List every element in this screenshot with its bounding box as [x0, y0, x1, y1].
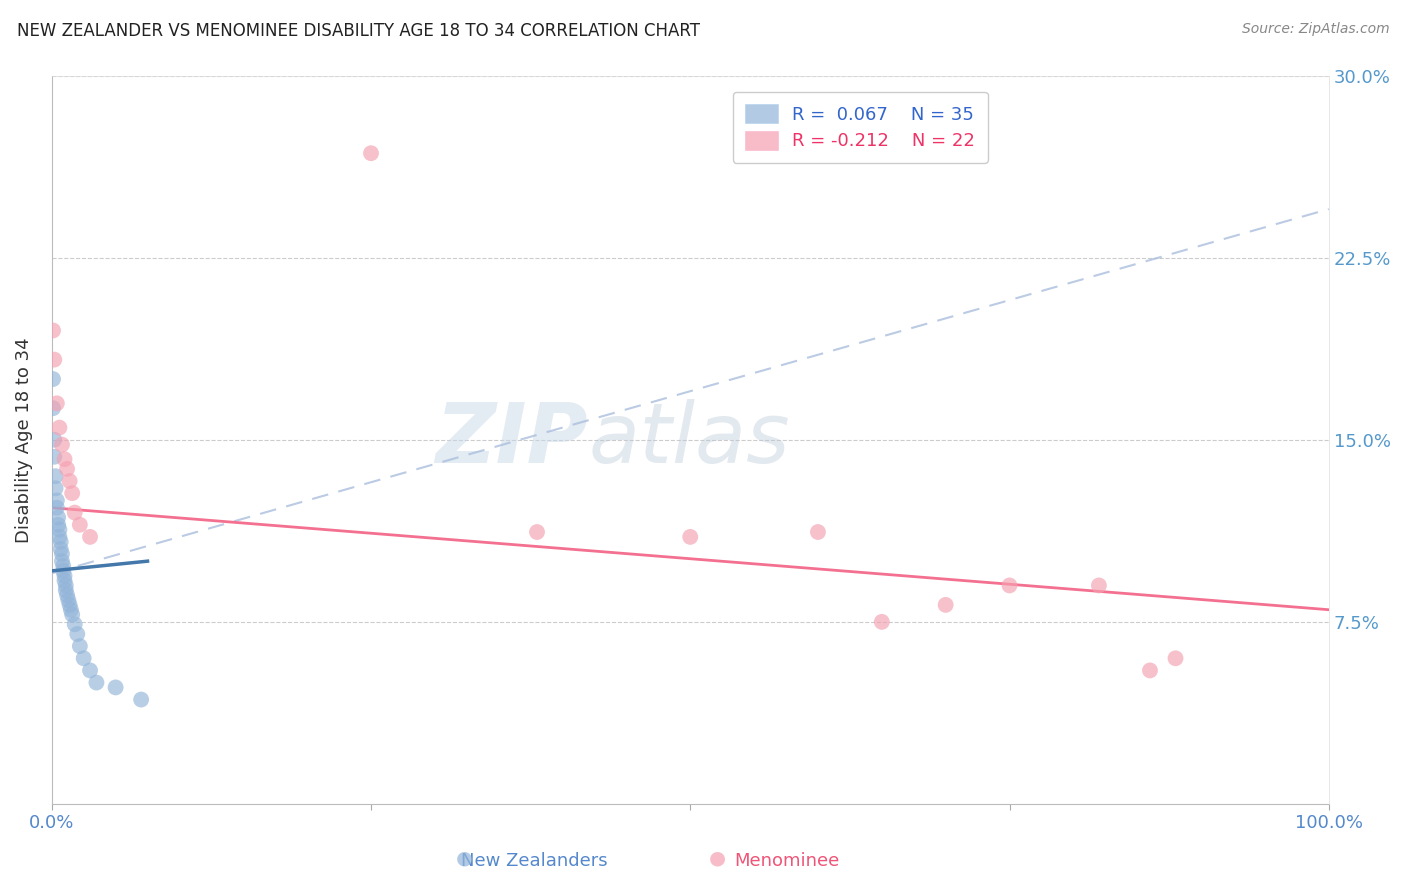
Point: [55, 578, 77, 592]
Text: Source: ZipAtlas.com: Source: ZipAtlas.com: [1241, 22, 1389, 37]
Point: [935, 598, 957, 612]
Point: [807, 524, 830, 539]
Text: New Zealanders: New Zealanders: [461, 852, 607, 870]
Point: [69, 639, 91, 653]
Point: [48, 530, 70, 544]
Point: [42, 372, 65, 386]
Point: [44, 433, 66, 447]
Point: [51, 554, 73, 568]
Text: ZIP: ZIP: [436, 400, 588, 480]
Point: [1088, 578, 1111, 592]
Point: [69, 517, 91, 532]
Point: [73, 651, 96, 665]
Text: atlas: atlas: [588, 400, 790, 480]
Text: Menominee: Menominee: [735, 852, 839, 870]
Point: [45, 493, 67, 508]
Point: [45, 469, 67, 483]
Point: [51, 437, 73, 451]
Point: [679, 530, 702, 544]
Point: [63, 617, 86, 632]
Point: [44, 450, 66, 464]
Point: [55, 583, 77, 598]
Point: [360, 146, 382, 161]
Point: [52, 559, 75, 574]
Point: [60, 607, 83, 622]
Point: [59, 598, 82, 612]
Point: [49, 534, 72, 549]
Point: [1139, 664, 1161, 678]
Point: [44, 352, 66, 367]
Point: [53, 574, 76, 588]
Point: [58, 593, 80, 607]
Point: [42, 401, 65, 416]
Text: ●: ●: [456, 848, 472, 867]
Point: [56, 588, 79, 602]
Point: [48, 420, 70, 434]
Point: [49, 541, 72, 556]
Text: ●: ●: [709, 848, 725, 867]
Point: [129, 692, 152, 706]
Point: [79, 530, 101, 544]
Point: [51, 547, 73, 561]
Point: [1164, 651, 1187, 665]
Point: [60, 486, 83, 500]
Point: [45, 396, 67, 410]
Point: [63, 506, 86, 520]
Point: [48, 523, 70, 537]
Point: [526, 524, 548, 539]
Point: [79, 664, 101, 678]
Point: [998, 578, 1021, 592]
Point: [45, 500, 67, 515]
Point: [46, 517, 69, 532]
Point: [104, 681, 127, 695]
Point: [46, 510, 69, 524]
Point: [42, 323, 65, 337]
Legend: R =  0.067    N = 35, R = -0.212    N = 22: R = 0.067 N = 35, R = -0.212 N = 22: [733, 92, 987, 163]
Point: [870, 615, 893, 629]
Point: [59, 603, 82, 617]
Point: [45, 481, 67, 495]
Point: [56, 462, 79, 476]
Y-axis label: Disability Age 18 to 34: Disability Age 18 to 34: [15, 337, 32, 542]
Point: [66, 627, 89, 641]
Point: [53, 568, 76, 582]
Text: NEW ZEALANDER VS MENOMINEE DISABILITY AGE 18 TO 34 CORRELATION CHART: NEW ZEALANDER VS MENOMINEE DISABILITY AG…: [17, 22, 700, 40]
Point: [52, 564, 75, 578]
Point: [53, 452, 76, 467]
Point: [86, 675, 108, 690]
Point: [59, 474, 82, 488]
